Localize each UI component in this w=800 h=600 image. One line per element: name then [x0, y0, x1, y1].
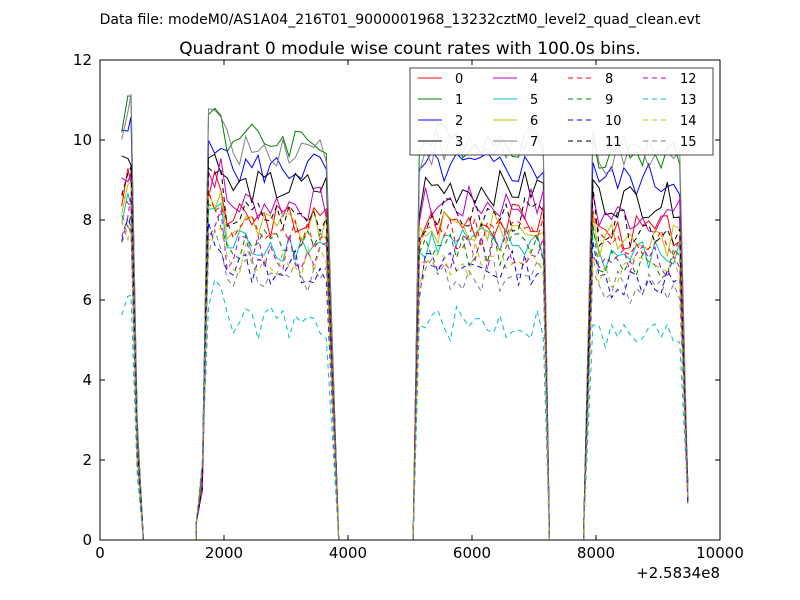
y-tick-label: 4: [82, 371, 92, 389]
legend-item-0[interactable]: 0: [418, 72, 463, 87]
legend-label: 10: [605, 114, 622, 129]
legend-label: 1: [455, 93, 463, 108]
legend-item-14[interactable]: 14: [643, 114, 697, 129]
y-tick-label: 12: [73, 51, 92, 69]
legend-label: 13: [680, 93, 697, 108]
series-line-12: [121, 195, 689, 541]
series-line-8: [121, 190, 689, 541]
x-tick-label: 8000: [577, 544, 615, 562]
series-line-11: [121, 166, 689, 541]
legend-item-7[interactable]: 7: [493, 135, 538, 150]
y-tick-label: 2: [82, 451, 92, 469]
legend-label: 3: [455, 135, 463, 150]
series-line-2: [121, 116, 689, 541]
legend-label: 8: [605, 72, 613, 87]
legend-label: 2: [455, 114, 463, 129]
series-line-14: [121, 220, 689, 541]
x-tick-label: 2000: [205, 544, 243, 562]
legend-item-4[interactable]: 4: [493, 72, 538, 87]
series-line-6: [121, 180, 689, 541]
x-offset-label: +2.5834e8: [636, 564, 720, 582]
legend-item-10[interactable]: 10: [568, 114, 622, 129]
y-tick-label: 10: [73, 131, 92, 149]
series-line-4: [121, 158, 689, 541]
legend-label: 5: [530, 93, 538, 108]
legend-item-12[interactable]: 12: [643, 72, 697, 87]
legend-label: 11: [605, 135, 622, 150]
chart-title: Quadrant 0 module wise count rates with …: [179, 39, 640, 59]
y-tick-label: 8: [82, 211, 92, 229]
x-tick-label: 10000: [696, 544, 744, 562]
legend-item-2[interactable]: 2: [418, 114, 463, 129]
legend-item-13[interactable]: 13: [643, 93, 697, 108]
legend-item-11[interactable]: 11: [568, 135, 622, 150]
legend-label: 4: [530, 72, 538, 87]
legend-label: 9: [605, 93, 613, 108]
x-tick-label: 6000: [453, 544, 491, 562]
series-line-9: [121, 203, 689, 541]
legend-item-9[interactable]: 9: [568, 93, 613, 108]
legend-label: 0: [455, 72, 463, 87]
y-tick-label: 6: [82, 291, 92, 309]
series-layer: [121, 93, 689, 541]
series-line-0: [121, 168, 689, 541]
legend-item-3[interactable]: 3: [418, 135, 463, 150]
legend-label: 7: [530, 135, 538, 150]
legend-item-1[interactable]: 1: [418, 93, 463, 108]
legend-label: 6: [530, 114, 538, 129]
x-tick-label: 0: [95, 544, 105, 562]
y-tick-label: 0: [82, 531, 92, 549]
legend-label: 12: [680, 72, 697, 87]
legend-label: 14: [680, 114, 697, 129]
legend-item-8[interactable]: 8: [568, 72, 613, 87]
legend-item-5[interactable]: 5: [493, 93, 538, 108]
legend-item-6[interactable]: 6: [493, 114, 538, 129]
series-line-15: [121, 225, 689, 541]
suptitle: Data file: modeM0/AS1A04_216T01_90000019…: [100, 12, 701, 28]
x-tick-label: 4000: [329, 544, 367, 562]
series-line-13: [121, 278, 689, 541]
legend-item-15[interactable]: 15: [643, 135, 697, 150]
series-line-10: [121, 216, 689, 541]
legend-label: 15: [680, 135, 697, 150]
